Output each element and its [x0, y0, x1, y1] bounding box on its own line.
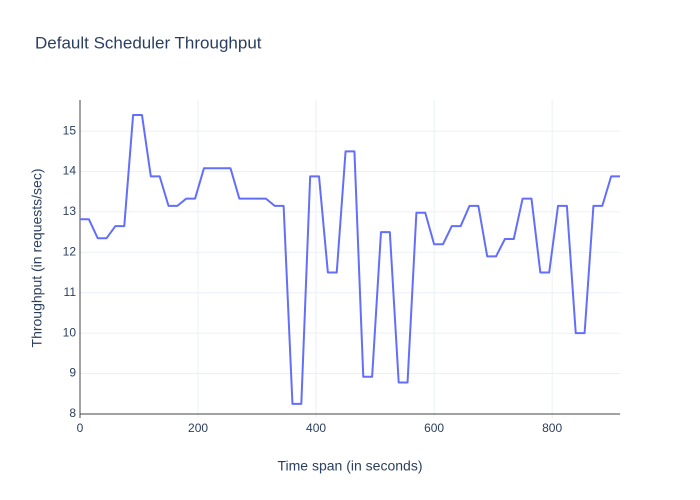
y-axis-title: Throughput (in requests/sec) [29, 169, 45, 348]
y-tick-label: 14 [63, 164, 77, 178]
y-tick-label: 15 [63, 123, 77, 137]
y-tick-label: 8 [69, 406, 76, 420]
data-line [80, 113, 620, 405]
x-axis-title: Time span (in seconds) [278, 458, 423, 474]
chart-title: Default Scheduler Throughput [35, 33, 262, 52]
y-tick-label: 10 [63, 325, 77, 339]
y-tick-label: 9 [69, 366, 76, 380]
y-tick-label: 11 [64, 285, 77, 299]
x-tick-label: 0 [77, 421, 84, 435]
x-tick-label: 200 [188, 421, 208, 435]
x-tick-label: 800 [542, 421, 562, 435]
x-tick-label: 400 [306, 421, 326, 435]
y-tick-label: 12 [63, 245, 77, 259]
y-tick-label: 13 [63, 204, 77, 218]
x-tick-label: 600 [424, 421, 444, 435]
